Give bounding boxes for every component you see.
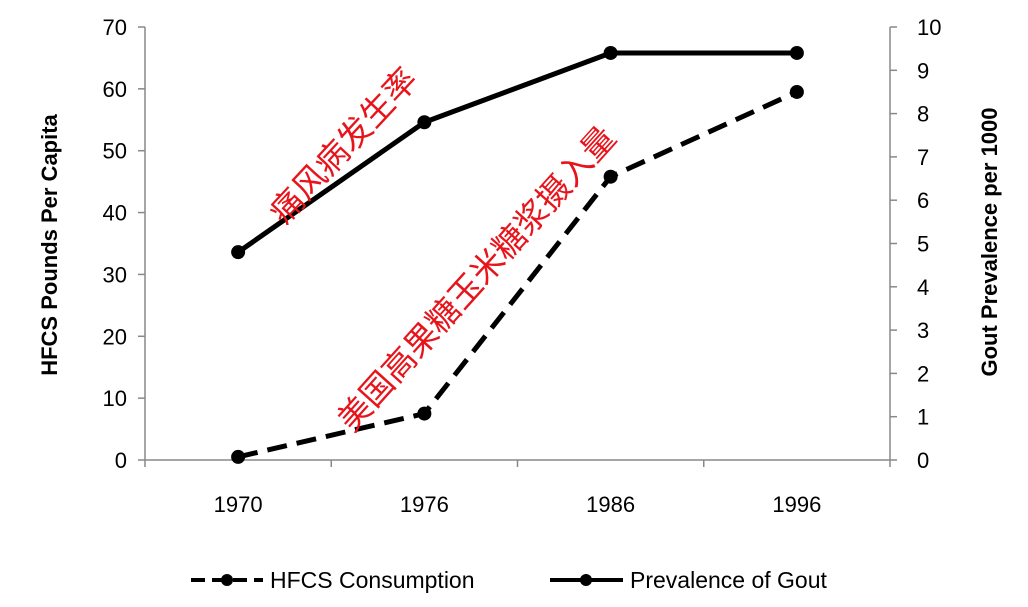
chart-annotation: 痛风病发生率 xyxy=(262,60,426,231)
x-tick-label: 1996 xyxy=(772,492,821,517)
chart-annotation: 美国高果糖玉米糖浆摄入量 xyxy=(330,118,624,438)
legend-marker-gout xyxy=(580,574,592,586)
y2-tick-label: 4 xyxy=(917,275,929,300)
y-tick-label: 70 xyxy=(103,15,127,40)
y-tick-label: 10 xyxy=(103,386,127,411)
y2-axis-title: Gout Prevalence per 1000 xyxy=(977,107,1002,376)
y-tick-label: 50 xyxy=(103,139,127,164)
legend: HFCS Consumption Prevalence of Gout xyxy=(191,567,828,593)
y2-tick-label: 10 xyxy=(917,15,941,40)
y-tick-label: 20 xyxy=(103,324,127,349)
data-point-prevalence-of-gout xyxy=(231,245,246,260)
y2-tick-label: 8 xyxy=(917,102,929,127)
y2-tick-label: 6 xyxy=(917,188,929,213)
y2-tick-label: 9 xyxy=(917,58,929,83)
y-tick-label: 0 xyxy=(115,448,127,473)
y-tick-label: 30 xyxy=(103,262,127,287)
data-point-prevalence-of-gout xyxy=(603,45,618,60)
y-axis-title: HFCS Pounds Per Capita xyxy=(37,113,62,375)
y-tick-label: 40 xyxy=(103,201,127,226)
left-axis-ticks: 0 10 20 30 40 50 60 70 xyxy=(103,15,145,473)
x-tick-label: 1976 xyxy=(400,492,449,517)
data-point-hfcs-consumption xyxy=(231,449,246,464)
y2-tick-label: 3 xyxy=(917,318,929,343)
series-line-hfcs-consumption xyxy=(237,89,798,460)
legend-label-hfcs: HFCS Consumption xyxy=(270,567,475,593)
x-axis-ticks: 1970 1976 1986 1996 xyxy=(144,460,891,517)
data-point-prevalence-of-gout xyxy=(417,115,432,130)
series-layer xyxy=(231,45,804,464)
right-axis-ticks: 0 1 2 3 4 5 6 7 8 9 10 xyxy=(890,15,941,473)
y2-tick-label: 2 xyxy=(917,361,929,386)
data-point-hfcs-consumption xyxy=(417,406,432,421)
y2-tick-label: 1 xyxy=(917,405,929,430)
y2-tick-label: 7 xyxy=(917,145,929,170)
series-line-prevalence-of-gout xyxy=(236,50,797,255)
legend-label-gout: Prevalence of Gout xyxy=(630,567,828,593)
legend-marker-hfcs xyxy=(221,574,233,586)
data-point-hfcs-consumption xyxy=(789,84,804,99)
data-point-hfcs-consumption xyxy=(603,169,618,184)
data-point-prevalence-of-gout xyxy=(789,45,804,60)
y2-tick-label: 5 xyxy=(917,232,929,257)
x-tick-label: 1970 xyxy=(214,492,263,517)
x-tick-label: 1986 xyxy=(586,492,635,517)
y-tick-label: 60 xyxy=(103,77,127,102)
y2-tick-label: 0 xyxy=(917,448,929,473)
